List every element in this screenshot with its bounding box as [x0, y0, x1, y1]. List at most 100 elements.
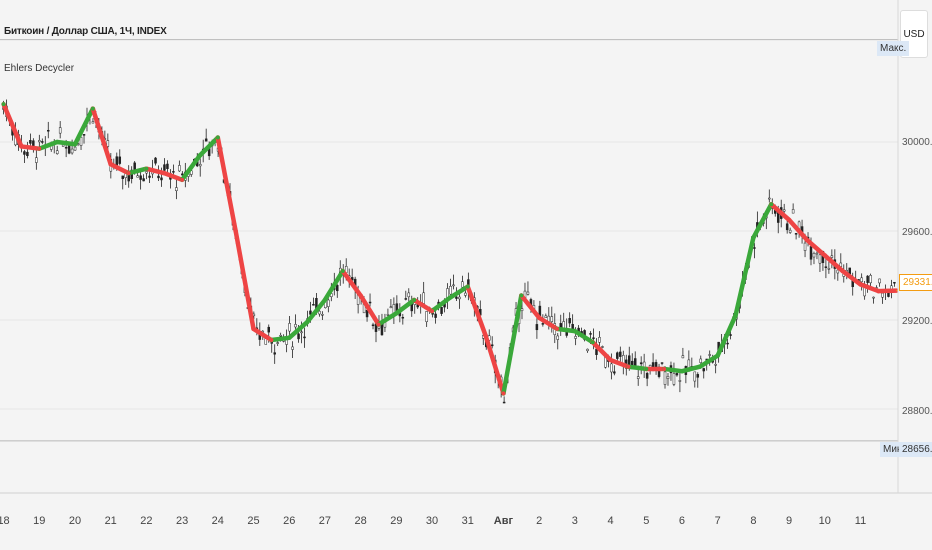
- decycler-point: [19, 144, 24, 149]
- y-tick-label: 28800.00: [902, 406, 932, 417]
- currency-button[interactable]: USD: [900, 10, 928, 58]
- candle-body: [145, 171, 148, 174]
- candle-body: [142, 178, 145, 182]
- candle-body: [115, 156, 119, 166]
- decycler-point: [483, 333, 488, 338]
- candle-body: [815, 252, 819, 255]
- candle-body: [827, 268, 831, 270]
- candle-body: [336, 284, 339, 292]
- candle-body: [70, 148, 74, 154]
- candle-body: [550, 316, 554, 322]
- candle-body: [267, 326, 270, 333]
- candle-body: [794, 233, 798, 235]
- decycler-point: [465, 284, 470, 289]
- candle-body: [526, 291, 530, 295]
- candle-body: [672, 373, 676, 385]
- decycler-segment: [197, 135, 221, 158]
- decycler-segment: [1, 101, 24, 149]
- decycler-segment: [768, 202, 792, 223]
- candle-body: [318, 310, 321, 315]
- candle-body: [294, 324, 297, 328]
- candle-body: [601, 346, 604, 348]
- x-tick-label: 19: [33, 515, 46, 527]
- candle-body: [23, 151, 26, 155]
- decycler-point: [697, 364, 702, 369]
- x-tick-label: 31: [461, 515, 474, 527]
- decycler-point: [162, 171, 167, 176]
- x-tick-label: 10: [818, 515, 831, 527]
- candle-body: [788, 229, 792, 233]
- candle-body: [312, 304, 315, 306]
- candle-body: [681, 355, 685, 359]
- decycler-segment: [144, 166, 167, 176]
- x-tick-label: 11: [854, 515, 867, 527]
- x-tick-label: 28: [354, 515, 367, 527]
- candle-body: [458, 296, 461, 300]
- decycler-segment: [394, 297, 417, 316]
- decycler-point: [394, 311, 399, 316]
- decycler-point: [787, 217, 792, 222]
- x-tick-label: 4: [607, 515, 614, 527]
- y-tick-label: 29200.00: [902, 316, 932, 327]
- decycler-segment: [286, 319, 310, 341]
- candle-body: [91, 121, 95, 124]
- candle-body: [490, 344, 494, 347]
- candle-body: [365, 310, 369, 318]
- decycler-segment: [483, 333, 506, 396]
- candle-body: [127, 175, 130, 182]
- decycler-point: [197, 153, 202, 158]
- candle-body: [121, 175, 124, 179]
- x-tick-label: 18: [0, 515, 10, 527]
- decycler-point: [430, 309, 435, 314]
- candle-body: [404, 298, 408, 300]
- decycler-point: [1, 102, 6, 107]
- decycler-segment: [358, 293, 381, 327]
- decycler-segment: [661, 366, 685, 374]
- candle-body: [544, 315, 548, 319]
- decycler-segment: [251, 326, 274, 343]
- decycler-point: [447, 295, 452, 300]
- candle-body: [163, 164, 166, 171]
- decycler-segment: [590, 340, 613, 363]
- candle-body: [26, 151, 29, 157]
- decycler-point: [287, 335, 292, 340]
- decycler-point: [215, 135, 220, 140]
- candle-body: [782, 209, 786, 212]
- decycler-segment: [715, 313, 738, 358]
- decycler-point: [590, 340, 595, 345]
- candle-body: [160, 177, 163, 181]
- candle-body: [571, 323, 574, 330]
- candle-body: [812, 253, 816, 258]
- candle-body: [830, 255, 834, 258]
- candle-body: [791, 209, 795, 214]
- decycler-segment: [858, 282, 881, 294]
- candle-body: [729, 334, 732, 336]
- decycler-segment: [572, 328, 595, 345]
- candle-body: [82, 134, 86, 136]
- candle-body: [407, 292, 411, 298]
- decycler-point: [37, 146, 42, 151]
- indicator-label[interactable]: Ehlers Decycler: [4, 63, 75, 74]
- decycler-point: [840, 269, 845, 274]
- x-tick-label: 22: [140, 515, 153, 527]
- decycler-segment: [322, 268, 346, 303]
- x-tick-label: 24: [211, 515, 224, 527]
- decycler-segment: [447, 284, 470, 300]
- decycler-point: [822, 253, 827, 258]
- decycler-segment: [108, 162, 131, 176]
- decycler-segment: [54, 139, 78, 147]
- candle-body: [198, 163, 202, 167]
- candle-body: [702, 368, 705, 372]
- decycler-segment: [608, 357, 631, 369]
- candle-body: [574, 336, 577, 339]
- decycler-point: [769, 202, 774, 207]
- decycler-segment: [90, 106, 113, 167]
- candle-body: [157, 175, 160, 179]
- candle-body: [610, 363, 613, 373]
- decycler-segment: [37, 139, 60, 151]
- decycler-segment: [269, 335, 292, 343]
- decycler-segment: [840, 268, 863, 287]
- decycler-segment: [465, 284, 488, 338]
- candle-body: [303, 336, 306, 339]
